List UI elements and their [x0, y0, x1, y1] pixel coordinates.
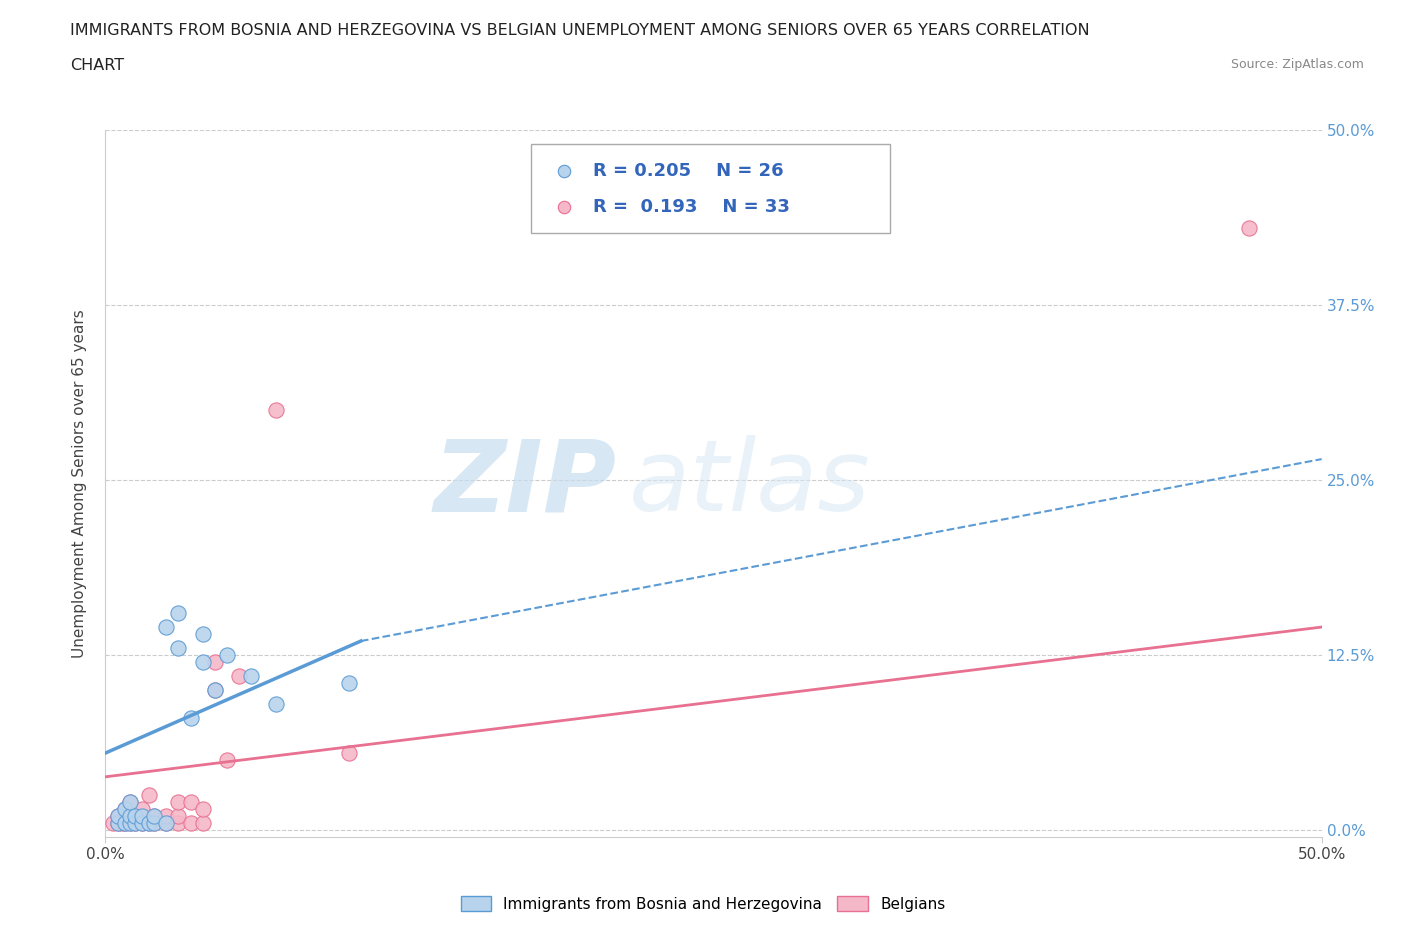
Point — [167, 794, 190, 809]
Point — [264, 697, 287, 711]
Point — [155, 816, 177, 830]
Y-axis label: Unemployment Among Seniors over 65 years: Unemployment Among Seniors over 65 years — [72, 310, 87, 658]
Point — [118, 794, 141, 809]
Point — [204, 683, 226, 698]
Point — [167, 605, 190, 620]
Point — [114, 816, 136, 830]
Point — [155, 816, 177, 830]
FancyBboxPatch shape — [531, 144, 890, 232]
Point — [180, 794, 202, 809]
Text: R =  0.193    N = 33: R = 0.193 N = 33 — [593, 197, 790, 216]
Point — [143, 808, 166, 823]
Text: IMMIGRANTS FROM BOSNIA AND HERZEGOVINA VS BELGIAN UNEMPLOYMENT AMONG SENIORS OVE: IMMIGRANTS FROM BOSNIA AND HERZEGOVINA V… — [70, 23, 1090, 38]
Point — [118, 808, 141, 823]
Point — [143, 816, 166, 830]
Point — [138, 816, 160, 830]
Point — [124, 808, 146, 823]
Point — [143, 816, 166, 830]
Point — [155, 808, 177, 823]
Point — [138, 788, 160, 803]
Point — [107, 808, 129, 823]
Point — [155, 619, 177, 634]
Point — [191, 802, 214, 817]
Legend: Immigrants from Bosnia and Herzegovina, Belgians: Immigrants from Bosnia and Herzegovina, … — [454, 889, 952, 918]
Point — [131, 816, 153, 830]
Point — [124, 816, 146, 830]
Point — [138, 816, 160, 830]
Text: R = 0.205    N = 26: R = 0.205 N = 26 — [593, 162, 783, 180]
Point — [204, 683, 226, 698]
Point — [131, 808, 153, 823]
Text: Source: ZipAtlas.com: Source: ZipAtlas.com — [1230, 58, 1364, 71]
Point — [118, 816, 141, 830]
Point — [167, 816, 190, 830]
Point — [240, 669, 263, 684]
Point — [118, 816, 141, 830]
Point — [114, 802, 136, 817]
Text: atlas: atlas — [628, 435, 870, 532]
Point — [337, 675, 360, 690]
Point — [167, 641, 190, 656]
Point — [228, 669, 250, 684]
Point — [167, 808, 190, 823]
Point — [111, 816, 134, 830]
Point — [114, 816, 136, 830]
Point — [114, 802, 136, 817]
Point — [118, 794, 141, 809]
Point — [131, 816, 153, 830]
Point — [204, 655, 226, 670]
Point — [101, 816, 124, 830]
Point — [124, 808, 146, 823]
Point — [191, 627, 214, 642]
Text: ZIP: ZIP — [433, 435, 616, 532]
Point — [107, 816, 129, 830]
Point — [118, 808, 141, 823]
Text: CHART: CHART — [70, 58, 124, 73]
Point — [180, 711, 202, 725]
Point — [131, 802, 153, 817]
Point — [107, 816, 129, 830]
Point — [191, 816, 214, 830]
Point — [217, 752, 239, 767]
Point — [124, 816, 146, 830]
Point — [191, 655, 214, 670]
Point — [107, 808, 129, 823]
Point — [264, 403, 287, 418]
Point — [143, 808, 166, 823]
Point — [337, 746, 360, 761]
Point — [1237, 220, 1260, 235]
Point — [217, 647, 239, 662]
Point — [180, 816, 202, 830]
